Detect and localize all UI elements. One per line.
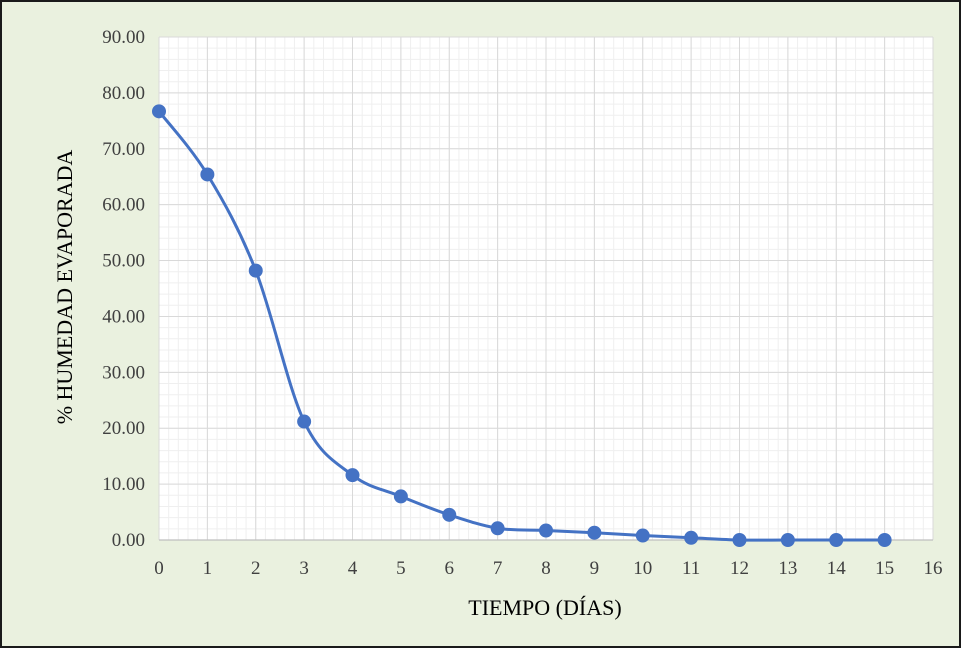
data-point xyxy=(684,530,699,545)
data-point xyxy=(248,263,263,278)
x-tick-label: 6 xyxy=(445,558,455,579)
x-tick-label: 3 xyxy=(299,558,309,579)
x-tick-label: 1 xyxy=(203,558,213,579)
x-tick-label: 13 xyxy=(778,558,797,579)
y-tick-label: 70.00 xyxy=(102,139,145,160)
x-axis-title: TIEMPO (DÍAS) xyxy=(468,595,621,620)
x-tick-label: 8 xyxy=(541,558,551,579)
y-tick-label: 50.00 xyxy=(102,251,145,272)
y-tick-label: 30.00 xyxy=(102,362,145,383)
x-tick-label: 9 xyxy=(590,558,600,579)
y-tick-label: 20.00 xyxy=(102,418,145,439)
y-tick-label: 90.00 xyxy=(102,27,145,48)
x-tick-label: 10 xyxy=(633,558,652,579)
x-tick-label: 5 xyxy=(396,558,406,579)
data-point xyxy=(345,468,360,483)
y-tick-label: 10.00 xyxy=(102,474,145,495)
data-point xyxy=(297,414,312,429)
x-tick-label: 15 xyxy=(875,558,894,579)
data-point xyxy=(539,523,553,538)
y-axis-title: % HUMEDAD EVAPORADA xyxy=(52,150,77,425)
data-point xyxy=(200,167,215,182)
data-point xyxy=(635,528,650,543)
data-point xyxy=(732,533,747,547)
y-tick-label: 0.00 xyxy=(112,530,145,551)
data-point xyxy=(442,507,457,522)
data-point xyxy=(587,525,602,540)
x-tick-label: 16 xyxy=(924,558,943,579)
x-tick-label: 7 xyxy=(493,558,503,579)
x-tick-label: 4 xyxy=(348,558,358,579)
x-tick-label: 0 xyxy=(154,558,164,579)
x-tick-label: 14 xyxy=(827,558,847,579)
y-tick-label: 40.00 xyxy=(102,306,145,327)
data-point xyxy=(877,533,892,547)
data-point xyxy=(393,489,408,504)
data-point xyxy=(829,533,844,547)
x-tick-label: 11 xyxy=(682,558,700,579)
data-point xyxy=(780,533,795,547)
data-point xyxy=(490,521,505,536)
y-tick-label: 80.00 xyxy=(102,83,145,104)
y-tick-label: 60.00 xyxy=(102,195,145,216)
data-point xyxy=(152,104,166,119)
x-tick-label: 12 xyxy=(730,558,749,579)
x-tick-label: 2 xyxy=(251,558,261,579)
